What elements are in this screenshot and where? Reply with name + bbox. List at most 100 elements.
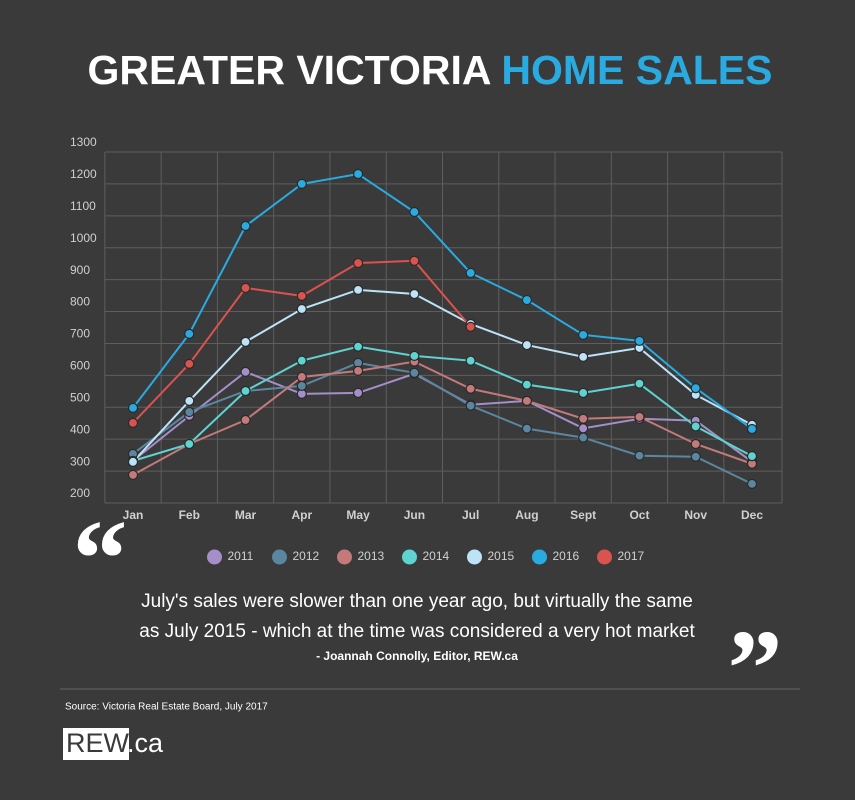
y-tick-label: 400: [70, 422, 90, 436]
data-point: [634, 378, 645, 389]
series-line: [132, 361, 753, 485]
legend-label: 2011: [228, 549, 254, 563]
chart-title: GREATER VICTORIA HOME SALES: [88, 47, 773, 93]
data-point: [184, 406, 195, 418]
quote-author: - Joannah Connolly, Editor, REW.ca: [316, 649, 518, 663]
plot-area: 200 300 400 500 600 700 800 900 1000 1100 1200 1300…: [70, 135, 783, 522]
data-point: [240, 385, 251, 397]
data-point: [296, 178, 307, 190]
data-point: [634, 411, 645, 422]
data-point: [127, 402, 139, 414]
data-point: [352, 168, 364, 180]
data-point: [296, 290, 307, 302]
legend-label: 2015: [488, 549, 515, 563]
data-point: [465, 355, 476, 366]
data-point: [352, 257, 364, 269]
y-tick-label: 600: [70, 359, 90, 373]
data-point: [578, 432, 589, 443]
data-point: [240, 336, 251, 347]
data-point: [746, 478, 758, 489]
series-line: [132, 172, 753, 430]
legend-swatch: [467, 549, 482, 565]
legend-label: 2012: [293, 549, 320, 563]
data-point: [409, 288, 420, 300]
data-point: [690, 451, 701, 462]
title-part: GREATER VICTORIA: [88, 47, 491, 93]
data-point: [184, 328, 195, 339]
y-tick-label: 500: [70, 390, 90, 404]
x-tick-label: Mar: [235, 508, 257, 522]
legend-label: 2016: [553, 549, 580, 563]
data-point: [690, 383, 701, 394]
data-point: [127, 456, 139, 467]
legend-swatch: [402, 549, 417, 565]
data-point: [578, 387, 589, 399]
data-point: [240, 282, 251, 294]
series-line: [132, 360, 753, 476]
legend-swatch: [272, 549, 287, 565]
data-point: [690, 421, 701, 432]
data-point: [465, 267, 476, 279]
series-line: [132, 345, 753, 462]
legend-swatch: [207, 549, 222, 565]
data-point: [296, 355, 307, 366]
data-point: [296, 380, 307, 391]
data-point: [578, 413, 589, 424]
y-tick-label: 1000: [70, 231, 97, 245]
logo-text: REW: [66, 728, 130, 758]
x-tick-label: Sept: [570, 508, 596, 522]
data-point: [409, 350, 420, 361]
series-line: [132, 288, 753, 463]
legend-label: 2017: [618, 549, 645, 563]
data-point: [578, 329, 589, 340]
data-point: [240, 414, 251, 426]
x-tick-label: May: [346, 508, 370, 522]
legend-label: 2013: [358, 549, 385, 563]
data-point: [352, 387, 364, 399]
data-point: [184, 358, 195, 369]
data-point: [352, 341, 364, 352]
x-tick-label: Jun: [404, 508, 425, 522]
source: Source: Victoria Real Estate Board, July…: [65, 702, 268, 713]
data-point: [127, 417, 139, 429]
y-tick-label: 900: [70, 263, 90, 277]
data-point: [184, 438, 195, 450]
data-point: [240, 220, 251, 232]
data-point: [521, 395, 533, 406]
data-point: [409, 255, 420, 266]
logo-text: .ca: [127, 728, 164, 758]
data-point: [465, 383, 476, 394]
data-point: [409, 367, 420, 378]
x-tick-label: Nov: [684, 508, 707, 522]
data-point: [746, 423, 758, 435]
data-point: [746, 450, 758, 462]
legend-swatch: [597, 549, 612, 565]
data-point: [352, 284, 364, 295]
y-tick-label: 200: [70, 486, 90, 500]
quote-close: ”: [728, 607, 783, 729]
data-point: [521, 379, 533, 390]
x-tick-label: Jan: [123, 508, 144, 522]
y-tick-label: 300: [70, 454, 90, 468]
legend: 2011 2012 2013 2014 2015 2016 2017: [207, 549, 645, 565]
data-point: [127, 469, 139, 481]
y-tick-label: 700: [70, 327, 90, 341]
data-point: [578, 423, 589, 434]
y-tick-label: 1100: [70, 199, 96, 213]
x-tick-label: Aug: [515, 508, 538, 522]
data-point: [465, 400, 476, 411]
x-tick-label: Jul: [462, 508, 479, 522]
data-point: [521, 339, 533, 351]
data-point: [240, 366, 251, 377]
data-point: [634, 335, 645, 347]
data-point: [578, 351, 589, 362]
quote-line: July's sales were slower than one year a…: [141, 591, 693, 612]
data-point: [465, 321, 476, 332]
legend-label: 2014: [423, 549, 450, 563]
logo-box: [63, 728, 129, 760]
title-part: HOME SALES: [501, 47, 772, 93]
data-point: [296, 303, 307, 315]
data-point: [521, 423, 533, 434]
data-point: [352, 365, 364, 376]
